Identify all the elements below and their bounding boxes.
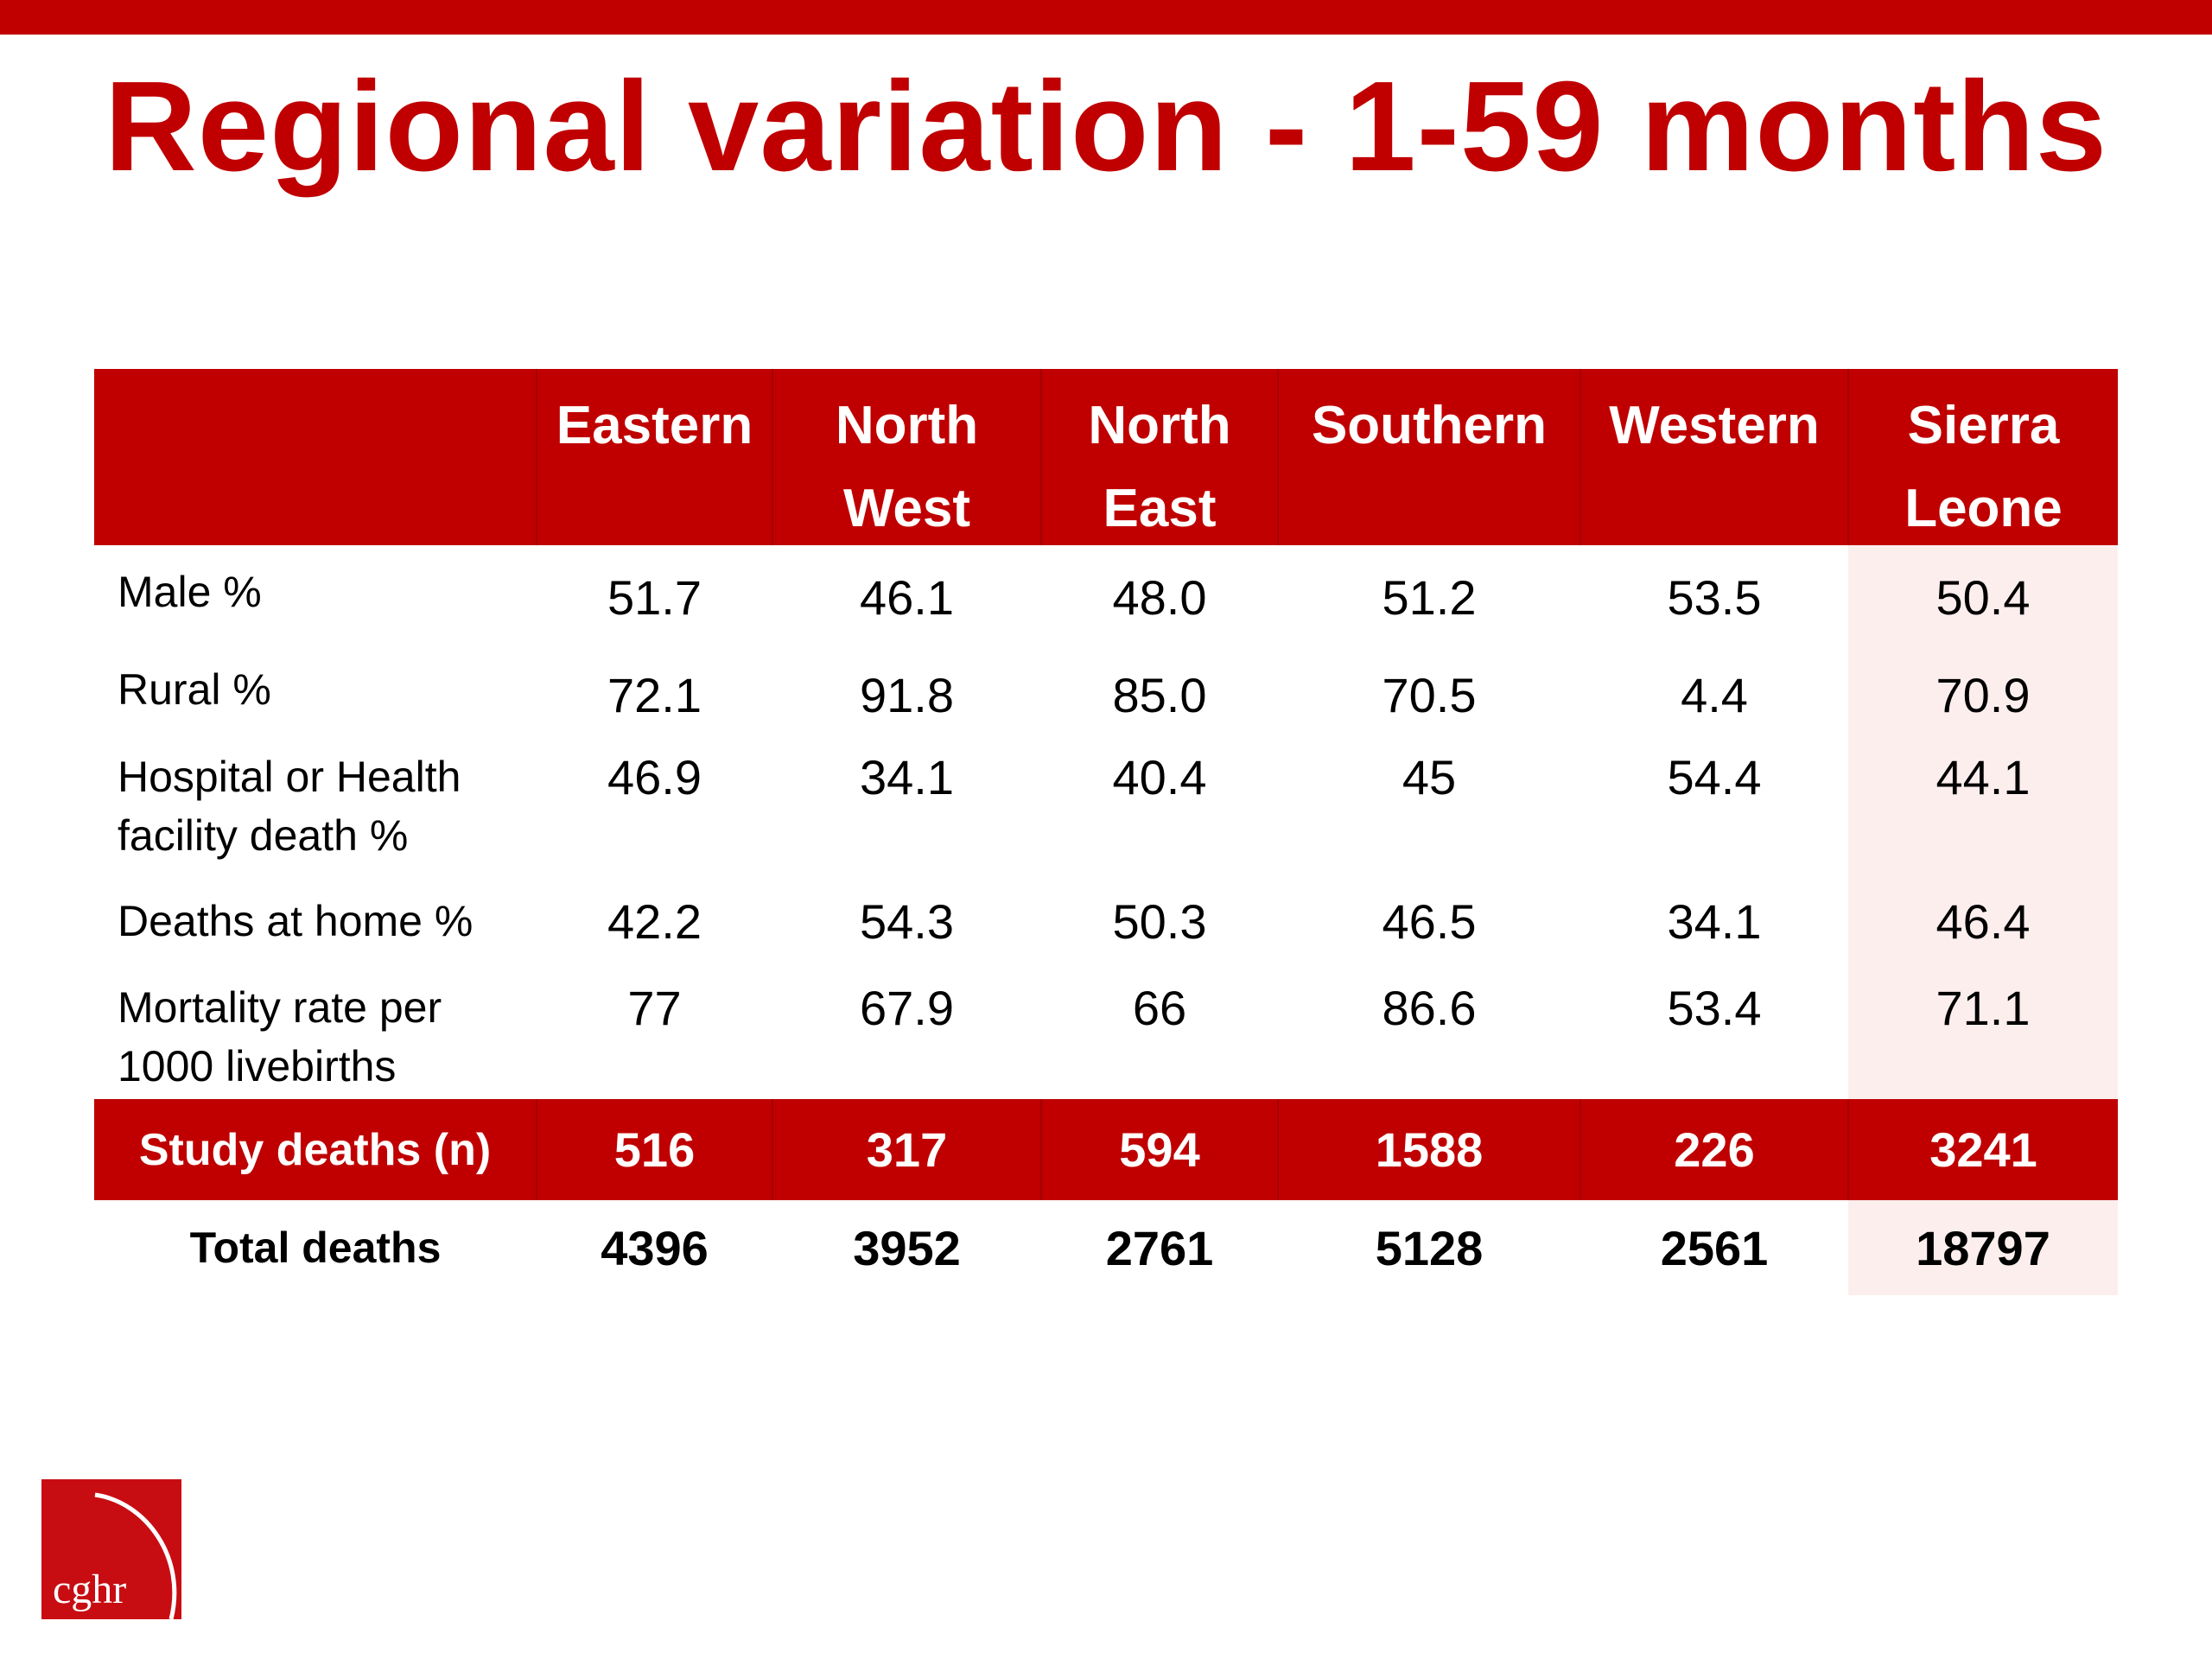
table-row-deaths-at-home: Deaths at home % 42.2 54.3 50.3 46.5 34.… [94,888,2118,978]
table-cell: 4.4 [1681,668,1748,722]
table-cell: 1588 [1277,1099,1580,1200]
table-cell: 66 [1132,981,1187,1035]
header-corner-cell [94,369,537,545]
table-cell: 4396 [601,1220,709,1275]
table-cell: 70.9 [1848,660,2118,747]
row-label-line1: Hospital or Health [118,753,461,801]
table-row-mortality-rate: Mortality rate per 1000 livebirths 77 67.… [94,978,2118,1099]
table-header-row: Eastern North West North East Southern Wes… [94,369,2118,545]
table-cell: 18797 [1848,1200,2118,1295]
row-label-line2: 1000 livebirths [118,1042,397,1090]
header-line1: North [835,396,979,455]
row-label: Total deaths [189,1224,442,1272]
table-cell: 50.4 [1848,545,2118,660]
table-row-rural: Rural % 72.1 91.8 85.0 70.5 4.4 70.9 [94,660,2118,747]
header-line2: East [1103,479,1217,538]
table-cell: 50.3 [1112,894,1207,949]
table-cell: 46.9 [607,750,702,804]
header-line2 [1581,462,1847,473]
table-cell: 85.0 [1112,668,1207,722]
table-cell: 44.1 [1848,747,2118,888]
header-north-east: North East [1040,369,1278,545]
table-cell: 48.0 [1112,570,1207,625]
table-cell: 86.6 [1382,981,1477,1035]
table-cell: 51.7 [607,570,702,625]
table-cell: 3241 [1847,1099,2118,1200]
row-label: Male % [94,545,537,660]
row-label-line1: Deaths at home % [118,897,474,945]
table-cell: 53.5 [1667,570,1762,625]
table-cell: 317 [772,1099,1041,1200]
header-line1: Southern [1311,396,1548,455]
table-cell: 45 [1402,750,1457,804]
table-cell: 34.1 [860,750,954,804]
top-accent-bar [0,0,2212,35]
row-label: Study deaths (n) [94,1099,537,1200]
header-north-west: North West [772,369,1041,545]
logo-text: cghr [53,1567,127,1612]
table-cell: 46.5 [1382,894,1477,949]
table-cell: 51.2 [1382,570,1477,625]
header-line1: Sierra [1907,396,2060,455]
table-cell: 54.4 [1667,750,1762,804]
table-row-male: Male % 51.7 46.1 48.0 51.2 53.5 50.4 [94,545,2118,660]
header-sierra-leone: Sierra Leone [1847,369,2118,545]
row-label-line1: Mortality rate per [118,983,442,1032]
table-cell: 594 [1040,1099,1278,1200]
table-cell: 91.8 [860,668,954,722]
table-cell: 5128 [1375,1220,1484,1275]
header-line2: West [842,479,970,538]
table-cell: 53.4 [1667,981,1762,1035]
table-cell: 2561 [1660,1220,1769,1275]
table-cell: 516 [536,1099,772,1200]
logo-arc-icon [94,1492,177,1619]
header-line2 [1279,462,1580,473]
row-label-line2: facility death % [118,811,409,860]
table-cell: 3952 [853,1220,961,1275]
slide-title: Regional variation - 1-59 months [104,55,2108,198]
table-row-total-deaths: Total deaths 4396 3952 2761 5128 2561 18… [94,1200,2118,1295]
row-label-line1: Rural % [118,665,271,714]
table-cell: 40.4 [1112,750,1207,804]
cghr-logo: cghr [41,1479,181,1619]
table-cell: 70.5 [1382,668,1477,722]
table-row-study-deaths: Study deaths (n) 516 317 594 1588 226 32… [94,1099,2118,1200]
table-cell: 72.1 [607,668,702,722]
header-eastern: Eastern [536,369,772,545]
table-cell: 54.3 [860,894,954,949]
table-cell: 34.1 [1667,894,1762,949]
table-cell: 46.1 [860,570,954,625]
table-cell: 42.2 [607,894,702,949]
table-cell: 77 [627,981,682,1035]
header-line1: Eastern [556,396,753,455]
header-line1: Western [1609,396,1820,455]
row-label: Hospital or Health facility death % [94,747,537,888]
regional-variation-table: Eastern North West North East Southern Wes… [94,369,2118,1295]
table-cell: 71.1 [1848,978,2118,1099]
row-label: Deaths at home % [94,888,537,978]
table-cell: 2761 [1105,1220,1214,1275]
row-label: Rural % [94,660,537,747]
header-line2 [537,462,772,473]
header-line1: North [1088,396,1231,455]
table-cell: 67.9 [860,981,954,1035]
table-cell: 46.4 [1848,888,2118,978]
table-cell: 226 [1580,1099,1848,1200]
row-label: Mortality rate per 1000 livebirths [94,978,537,1099]
row-label-line1: Male % [118,568,262,616]
header-western: Western [1580,369,1848,545]
header-line2: Leone [1904,479,2063,538]
header-southern: Southern [1277,369,1580,545]
table-row-hospital-death: Hospital or Health facility death % 46.9 … [94,747,2118,888]
